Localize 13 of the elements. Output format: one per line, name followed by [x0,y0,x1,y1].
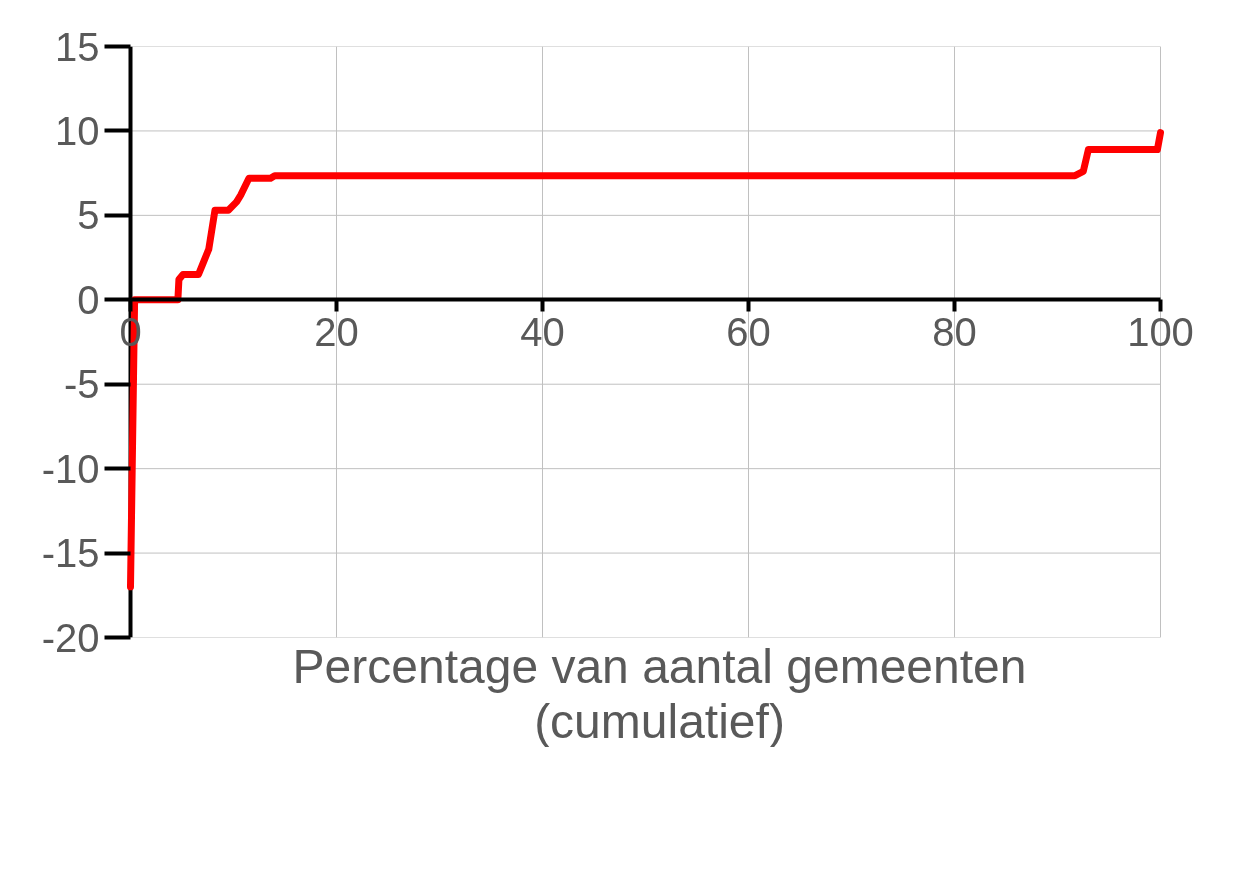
y-tick-label: 10 [55,108,100,153]
y-tick-label: 15 [55,24,100,69]
x-tick-label: 40 [520,309,565,354]
y-tick-label: -5 [63,362,100,407]
y-tick-label: -15 [41,531,100,576]
y-tick-label: 0 [77,277,100,322]
x-tick-label: 80 [932,309,977,354]
x-tick-label: 60 [726,309,771,354]
x-tick-label: 100 [1127,309,1194,354]
y-tick-label: -10 [41,446,100,491]
x-tick-label: 20 [314,309,359,354]
y-tick-label: -20 [41,615,100,660]
y-tick-label: 5 [77,193,100,238]
